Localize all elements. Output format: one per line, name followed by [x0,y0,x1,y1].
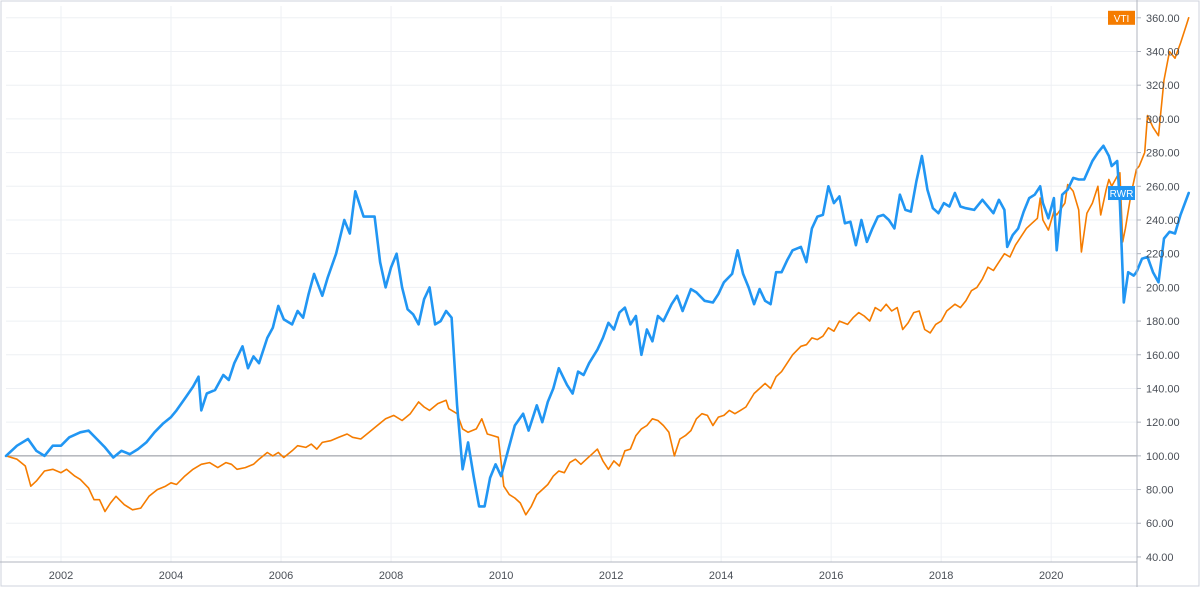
y-tick-label: 140.00 [1146,383,1180,395]
y-tick-label: 120.00 [1146,417,1180,429]
y-tick-label: 300.00 [1146,114,1180,126]
label-layer: RWR VTI [1108,10,1135,201]
y-tick-label: 100.00 [1146,451,1180,463]
y-tick-label: 240.00 [1146,215,1180,227]
series-layer [4,17,1190,516]
x-tick-label: 2016 [819,570,843,582]
series-line-rwr [4,144,1190,508]
axis-layer: 40.00 60.00 80.00 100.00 120.00 140.00 160.00 1… [0,0,1180,587]
series-name-label: VTI [1114,14,1130,25]
y-tick-label: 200.00 [1146,282,1180,294]
x-tick-label: 2010 [489,570,513,582]
x-tick-label: 2006 [269,570,293,582]
y-tick-label: 80.00 [1146,485,1174,497]
y-tick-label: 220.00 [1146,249,1180,261]
y-tick-label: 320.00 [1146,80,1180,92]
y-tick-label: 180.00 [1146,316,1180,328]
y-tick-label: 360.00 [1146,13,1180,25]
series-name-label: RWR [1110,189,1134,200]
y-tick-label: 160.00 [1146,350,1180,362]
series-tag-vti [1108,10,1135,25]
series-tag-rwr [1108,186,1135,201]
x-tick-label: 2012 [599,570,623,582]
y-tick-label: 60.00 [1146,518,1174,530]
y-tick-label: 340.00 [1146,46,1180,58]
x-tick-label: 2020 [1039,570,1063,582]
y-tick-label: 280.00 [1146,148,1180,160]
y-tick-label: 260.00 [1146,181,1180,193]
x-tick-label: 2002 [49,570,73,582]
x-tick-label: 2004 [159,570,183,582]
x-tick-label: 2018 [929,570,953,582]
series-line-vti [5,17,1190,516]
y-tick-label: 40.00 [1146,552,1174,564]
grid-layer [6,6,1137,562]
x-tick-label: 2014 [709,570,733,582]
x-tick-label: 2008 [379,570,403,582]
